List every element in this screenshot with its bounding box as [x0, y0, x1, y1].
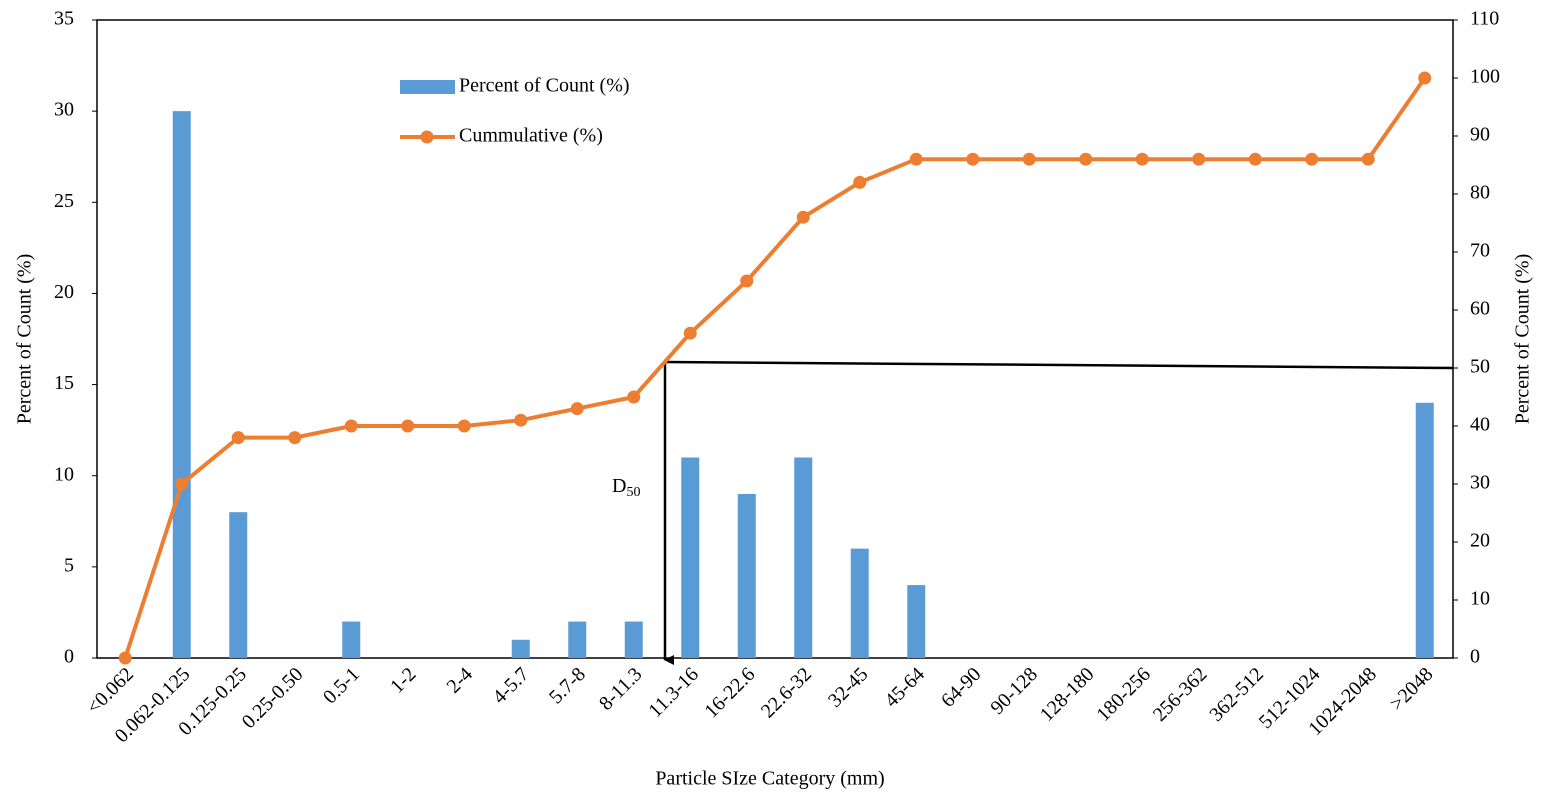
- y-tick-label: 25: [54, 190, 74, 212]
- x-tick-label: 128-180: [1036, 663, 1099, 726]
- y2-tick-label: 100: [1470, 66, 1500, 88]
- bar: [737, 493, 756, 658]
- x-tick-label: 90-128: [986, 663, 1042, 719]
- y2-axis-title: Percent of Count (%): [1512, 254, 1534, 425]
- point: [909, 152, 923, 166]
- d50-horizontal: [664, 360, 1454, 370]
- x-tick-label: 4-5.7: [489, 663, 534, 708]
- x-tick-label: 2-4: [443, 663, 477, 697]
- point: [1135, 152, 1149, 166]
- point: [231, 431, 245, 445]
- x-tick-label: 256-362: [1149, 663, 1212, 726]
- y2-tick-label: 30: [1470, 472, 1490, 494]
- x-tick-label: >2048: [1386, 663, 1438, 715]
- x-tick-label: <0.062: [83, 663, 138, 718]
- bar: [850, 548, 869, 658]
- point: [1192, 152, 1206, 166]
- x-tick-label: 11.3-16: [644, 663, 703, 722]
- point: [683, 326, 697, 340]
- point: [627, 390, 641, 404]
- y2-tick-label: 10: [1470, 588, 1490, 610]
- x-tick-label: 22.6-32: [757, 663, 816, 722]
- y-tick-label: 35: [54, 8, 74, 30]
- x-tick-label: 32-45: [824, 663, 873, 712]
- bar: [624, 621, 643, 658]
- x-tick-label: 0.5-1: [319, 663, 364, 708]
- point: [570, 402, 584, 416]
- y-tick-label: 0: [64, 646, 74, 668]
- point: [457, 419, 471, 433]
- y-tick-label: 20: [54, 281, 74, 303]
- y-tick-label: 5: [64, 554, 74, 576]
- x-tick-label: 45-64: [880, 663, 929, 712]
- y2-tick-label: 0: [1470, 646, 1480, 668]
- x-tick-label: 1-2: [386, 663, 420, 697]
- point: [1022, 152, 1036, 166]
- bar: [794, 457, 813, 658]
- point: [514, 413, 528, 427]
- y2-tick-label: 20: [1470, 530, 1490, 552]
- annotation-subscript: 50: [626, 485, 640, 500]
- bar: [342, 621, 361, 658]
- y-tick-label: 15: [54, 372, 74, 394]
- legend-swatch: [400, 80, 455, 94]
- y2-tick-label: 40: [1470, 414, 1490, 436]
- point: [796, 210, 810, 224]
- bar: [907, 585, 926, 658]
- bar: [229, 512, 248, 658]
- point: [966, 152, 980, 166]
- bar: [511, 639, 530, 658]
- legend-label: Cummulative (%): [459, 125, 603, 147]
- y2-tick-label: 70: [1470, 240, 1490, 262]
- y2-tick-label: 110: [1470, 8, 1499, 30]
- point: [853, 175, 867, 189]
- y2-tick-label: 90: [1470, 124, 1490, 146]
- y2-tick-label: 50: [1470, 356, 1490, 378]
- y-tick-label: 30: [54, 99, 74, 121]
- y-tick-label: 10: [54, 463, 74, 485]
- bar: [681, 457, 700, 658]
- x-tick-label: 5.7-8: [545, 663, 590, 708]
- line: [123, 76, 1427, 659]
- point: [1248, 152, 1262, 166]
- y2-tick-label: 80: [1470, 182, 1490, 204]
- x-tick-label: 180-256: [1092, 663, 1155, 726]
- point: [344, 419, 358, 433]
- y-axis-title: Percent of Count (%): [14, 254, 36, 425]
- plot-frame: [96, 19, 1454, 659]
- y2-tick-label: 60: [1470, 298, 1490, 320]
- x-tick-label: 0.25-0.50: [238, 663, 308, 733]
- point: [1361, 152, 1375, 166]
- x-axis-title: Particle SIze Category (mm): [655, 768, 884, 790]
- point: [288, 431, 302, 445]
- legend-label: Percent of Count (%): [459, 75, 630, 97]
- legend-swatch: [420, 130, 434, 144]
- point: [1418, 71, 1432, 85]
- annotation-text: D: [612, 475, 626, 497]
- point: [740, 274, 754, 288]
- point: [1305, 152, 1319, 166]
- x-tick-label: 16-22.6: [700, 663, 759, 722]
- bar: [568, 621, 587, 658]
- point: [1079, 152, 1093, 166]
- point: [175, 477, 189, 491]
- x-tick-label: 64-90: [937, 663, 986, 712]
- point: [401, 419, 415, 433]
- bar: [172, 111, 191, 658]
- bar: [1415, 402, 1434, 658]
- point: [118, 651, 132, 665]
- x-tick-label: 8-11.3: [595, 663, 647, 715]
- annotation: D50: [612, 475, 640, 501]
